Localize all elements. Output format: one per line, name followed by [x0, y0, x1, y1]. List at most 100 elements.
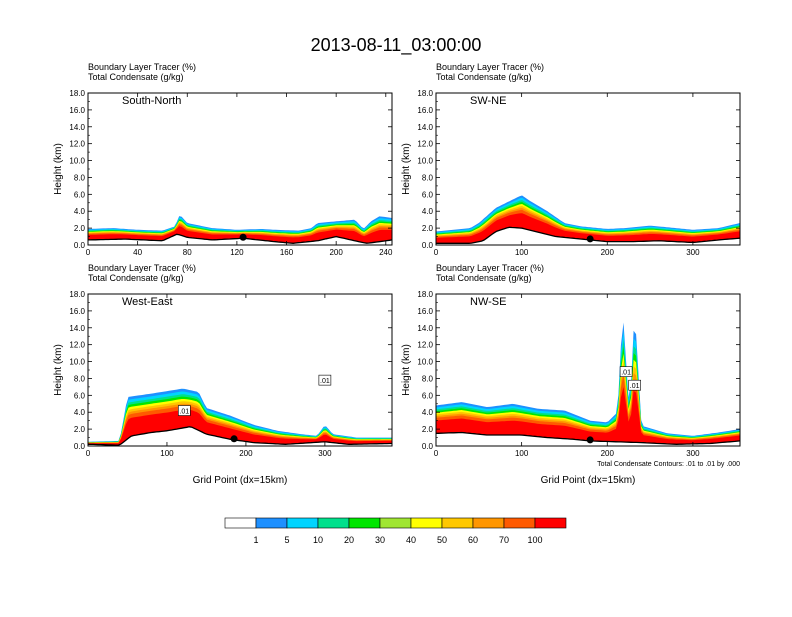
color-legend: 1 5 10 20 30 40 50 60 70 100: [224, 517, 567, 545]
x-tick-label: 240: [379, 248, 393, 257]
contour-label-box: [628, 379, 641, 391]
y-tick-label: 0.0: [74, 442, 86, 451]
y-tick-label: 12.0: [69, 341, 85, 350]
y-tick-label: 16.0: [69, 106, 85, 115]
legend-swatch-7: [441, 517, 474, 529]
contour-label-box: [178, 405, 191, 416]
legend-level-30: 30: [375, 535, 385, 545]
x-tick-label: 300: [686, 248, 700, 257]
x-tick-label: 0: [434, 248, 439, 257]
y-tick-label: 4.0: [422, 207, 434, 216]
x-tick-label: 80: [183, 248, 192, 257]
contour-label-1: .01: [320, 378, 330, 385]
legend-swatch-10: [534, 517, 567, 529]
legend-swatch-6: [410, 517, 443, 529]
y-tick-label: 12.0: [417, 140, 433, 149]
x-tick-label: 100: [515, 248, 529, 257]
terrain-fill: [436, 227, 740, 245]
x-tick-label: 0: [86, 449, 91, 458]
legend-level-10: 10: [313, 535, 323, 545]
legend-swatch-0: [224, 517, 257, 529]
figure-title: 2013-08-11_03:00:00: [311, 35, 482, 56]
panel-header-condensate: Total Condensate (g/kg): [436, 72, 532, 82]
y-tick-label: 10.0: [69, 358, 85, 367]
y-tick-label: 18.0: [417, 89, 433, 98]
legend-swatch-4: [348, 517, 381, 529]
y-tick-label: 8.0: [74, 374, 86, 383]
panel-header-tracer: Boundary Layer Tracer (%): [436, 62, 544, 72]
panel-header-tracer: Boundary Layer Tracer (%): [436, 263, 544, 273]
y-tick-label: 16.0: [69, 307, 85, 316]
y-tick-label: 2.0: [74, 425, 86, 434]
y-tick-label: 16.0: [417, 307, 433, 316]
x-tick-label: 40: [133, 248, 142, 257]
panel-header-tracer: Boundary Layer Tracer (%): [88, 263, 196, 273]
y-tick-label: 14.0: [417, 324, 433, 333]
contour-note: Total Condensate Contours: .01 to .01 by…: [597, 461, 740, 468]
y-tick-label: 4.0: [422, 408, 434, 417]
x-tick-label: 100: [515, 449, 529, 458]
panel-sw-ne: Boundary Layer Tracer (%)Total Condensat…: [401, 62, 741, 257]
contour-label-box: [318, 374, 332, 386]
y-tick-label: 8.0: [422, 374, 434, 383]
x-tick-label: 300: [686, 449, 700, 458]
legend-swatch-9: [503, 517, 536, 529]
x-tick-label: 300: [318, 449, 332, 458]
y-tick-label: 2.0: [74, 224, 86, 233]
y-tick-label: 10.0: [69, 157, 85, 166]
y-axis-label: Height (km): [401, 143, 412, 195]
legend-swatch-5: [379, 517, 412, 529]
y-tick-label: 14.0: [417, 123, 433, 132]
y-tick-label: 14.0: [69, 324, 85, 333]
y-tick-label: 6.0: [422, 190, 434, 199]
y-tick-label: 6.0: [74, 190, 86, 199]
y-tick-label: 18.0: [417, 290, 433, 299]
y-tick-label: 2.0: [422, 224, 434, 233]
plot-area-west-east: .01 .01: [88, 374, 392, 446]
panel-label: NW-SE: [470, 296, 506, 308]
y-tick-label: 8.0: [422, 173, 434, 182]
legend-swatch-3: [317, 517, 350, 529]
x-tick-label: 200: [329, 248, 343, 257]
x-tick-label: 200: [601, 449, 615, 458]
y-axis-label: Height (km): [53, 143, 64, 195]
x-tick-label: 120: [230, 248, 244, 257]
y-tick-label: 4.0: [74, 408, 86, 417]
x-tick-label: 160: [280, 248, 294, 257]
center-marker: [239, 233, 247, 241]
legend-level-20: 20: [344, 535, 354, 545]
terrain-fill: [436, 432, 740, 446]
contour-label-0: .01: [179, 409, 189, 416]
center-marker: [230, 435, 238, 443]
terrain-line: [88, 426, 392, 446]
x-tick-label: 0: [434, 449, 439, 458]
legend-level-5: 5: [284, 535, 289, 545]
contour-label-box: [619, 366, 633, 377]
y-tick-label: 8.0: [74, 173, 86, 182]
panel-header-condensate: Total Condensate (g/kg): [88, 72, 184, 82]
contour-label-0: .01: [621, 370, 631, 377]
y-tick-label: 6.0: [422, 391, 434, 400]
center-marker: [586, 436, 594, 444]
legend-level-70: 70: [499, 535, 509, 545]
panel-header-tracer: Boundary Layer Tracer (%): [88, 62, 196, 72]
panel-header-condensate: Total Condensate (g/kg): [88, 273, 184, 283]
y-tick-label: 0.0: [422, 241, 434, 250]
panel-nw-se: Boundary Layer Tracer (%)Total Condensat…: [401, 263, 741, 486]
y-tick-label: 6.0: [74, 391, 86, 400]
panel-header-condensate: Total Condensate (g/kg): [436, 273, 532, 283]
y-tick-label: 10.0: [417, 358, 433, 367]
y-tick-label: 14.0: [69, 123, 85, 132]
y-tick-label: 12.0: [69, 140, 85, 149]
x-axis-label: Grid Point (dx=15km): [541, 475, 636, 486]
legend-level-1: 1: [253, 535, 258, 545]
panel-label: South-North: [122, 95, 181, 107]
panels: Boundary Layer Tracer (%)Total Condensat…: [53, 62, 741, 486]
panel-label: SW-NE: [470, 95, 506, 107]
legend-level-60: 60: [468, 535, 478, 545]
tracer-band-8: [436, 387, 740, 446]
legend-level-100: 100: [527, 535, 542, 545]
y-tick-label: 0.0: [74, 241, 86, 250]
x-tick-label: 200: [601, 248, 615, 257]
